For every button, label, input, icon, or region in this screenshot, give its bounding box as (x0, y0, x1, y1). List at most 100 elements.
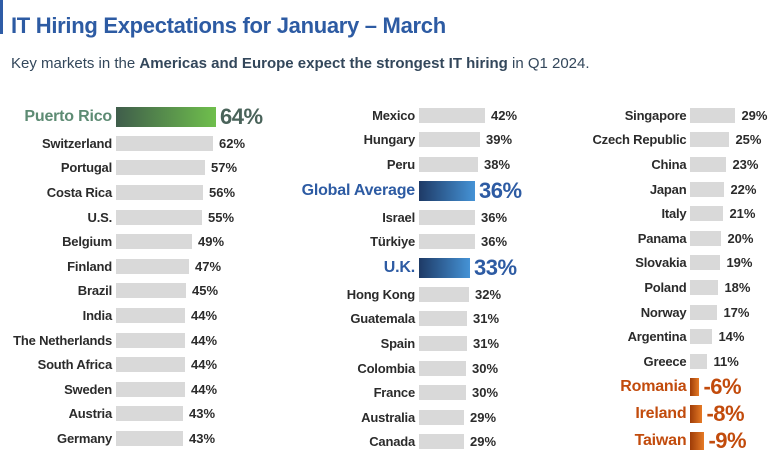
value-label: 44% (191, 357, 218, 373)
value-label: -8% (706, 401, 745, 427)
bar (419, 335, 467, 351)
country-label: Global Average (301, 181, 416, 199)
country-label: Belgium (62, 234, 112, 250)
value-label: 23% (732, 156, 759, 172)
chart-row: South Africa 44% (0, 352, 262, 377)
chart-row: Guatemala 31% (283, 307, 527, 332)
bar (690, 329, 713, 345)
country-label: Puerto Rico (24, 108, 112, 125)
value-label: 55% (208, 209, 235, 225)
value-label: 31% (473, 311, 500, 327)
country-label: South Africa (37, 357, 113, 373)
value-label: 42% (491, 107, 518, 123)
chart-row: Italy 21% (548, 201, 784, 226)
chart-column-3: Singapore 29% Czech Republic 25% China 23% Jap… (548, 103, 784, 455)
value-label: 32% (475, 286, 502, 302)
bar (690, 353, 708, 369)
bar (419, 132, 480, 148)
chart-row: France 30% (283, 380, 527, 405)
chart-row: Puerto Rico 64% (0, 103, 263, 131)
bar (116, 107, 216, 127)
bar (419, 385, 466, 401)
bar (116, 234, 192, 250)
value-label: 19% (726, 255, 753, 271)
chart-row: Austria 43% (0, 402, 262, 427)
value-label: 43% (189, 430, 216, 446)
value-label: 20% (727, 230, 754, 246)
bar (116, 184, 203, 200)
bar (419, 434, 464, 450)
chart-row: Germany 43% (0, 426, 262, 451)
value-label: 33% (474, 254, 517, 280)
value-label: 29% (470, 409, 497, 425)
country-label: Slovakia (635, 255, 687, 271)
country-label: The Netherlands (13, 332, 112, 348)
bar (690, 378, 700, 397)
bar (116, 381, 185, 397)
country-label: Sweden (64, 381, 112, 397)
value-label: -9% (708, 428, 747, 454)
chart-row: Belgium 49% (0, 229, 262, 254)
chart-row: Finland 47% (0, 254, 262, 279)
value-label: 56% (209, 184, 236, 200)
chart-column-1: Puerto Rico 64% Switzerland 62% Portugal 57% C… (0, 103, 263, 455)
chart-row: Taiwan -9% (548, 428, 784, 455)
country-label: Finland (67, 258, 112, 274)
chart-row: Japan 22% (548, 177, 784, 202)
bar (690, 206, 724, 222)
bar (690, 107, 736, 123)
value-label: 29% (470, 434, 497, 450)
country-label: Peru (386, 156, 415, 172)
bar (690, 304, 718, 320)
chart-row: Hong Kong 32% (283, 282, 527, 307)
country-label: Mexico (372, 107, 415, 123)
country-label: Argentina (627, 329, 687, 345)
bar (690, 132, 730, 148)
value-label: 38% (484, 156, 511, 172)
bar (116, 209, 202, 225)
chart-row: Slovakia 19% (548, 251, 784, 276)
country-label: Taiwan (634, 432, 687, 450)
value-label: 14% (718, 329, 745, 345)
country-label: Romania (620, 378, 687, 396)
value-label: 44% (191, 332, 218, 348)
country-label: Portugal (60, 160, 112, 176)
chart-row: Colombia 30% (283, 356, 527, 381)
country-label: Canada (369, 434, 415, 450)
country-label: Greece (643, 353, 687, 369)
bar (116, 430, 183, 446)
country-label: Panama (637, 230, 687, 246)
country-label: Italy (661, 206, 687, 222)
value-label: 64% (220, 104, 263, 129)
country-label: Czech Republic (592, 132, 687, 148)
country-label: Austria (68, 406, 113, 422)
value-label: 57% (211, 160, 238, 176)
value-label: 30% (472, 360, 499, 376)
chart-row: Peru 38% (283, 152, 527, 177)
bar (690, 405, 703, 424)
value-label: 36% (481, 234, 508, 250)
value-label: 29% (741, 107, 768, 123)
country-label: Brazil (77, 283, 112, 299)
value-label: 31% (473, 335, 500, 351)
chart-row: Norway 17% (548, 300, 784, 325)
chart-row: Hungary 39% (283, 128, 527, 153)
country-label: Hong Kong (346, 286, 415, 302)
country-label: France (373, 385, 416, 401)
bar (116, 258, 189, 274)
country-label: Hungary (363, 132, 416, 148)
country-label: India (82, 307, 113, 323)
bar (419, 286, 469, 302)
chart-row: Global Average 36% (283, 177, 527, 205)
bar (419, 234, 475, 250)
chart-row: Poland 18% (548, 275, 784, 300)
country-label: Norway (640, 304, 687, 320)
subtitle-suffix: in Q1 2024. (507, 55, 590, 72)
value-label: 44% (191, 381, 218, 397)
bar (419, 360, 466, 376)
value-label: 47% (195, 258, 222, 274)
country-label: U.S. (87, 209, 113, 225)
chart-row: Mexico 42% (283, 103, 527, 128)
country-label: Japan (649, 181, 687, 197)
